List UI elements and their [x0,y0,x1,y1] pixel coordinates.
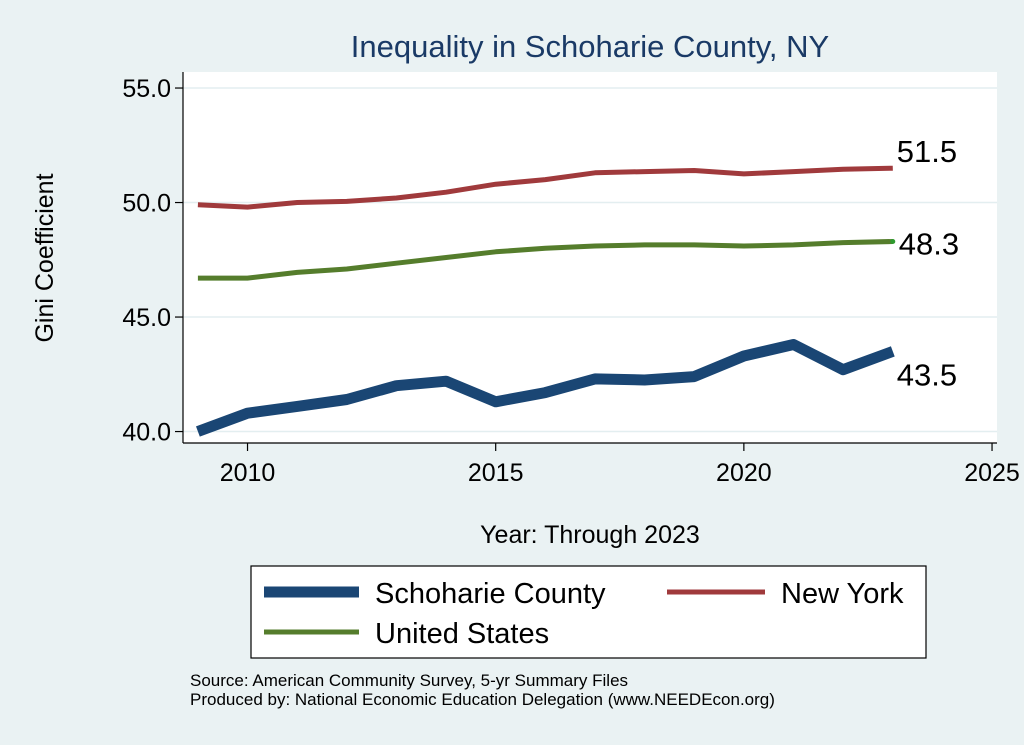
x-tick-label: 2010 [220,459,276,487]
legend-label-united-states: United States [375,618,549,650]
end-label-schoharie-county: 43.5 [897,357,957,392]
plot-area [183,72,997,443]
legend-box [250,565,927,659]
series-line-schoharie-county [195,339,895,437]
end-marker-united-states [890,238,896,244]
chart-title: Inequality in Schoharie County, NY [351,29,829,64]
series-line-new-york [197,165,893,210]
y-tick-label: 50.0 [122,190,171,218]
x-tick-label: 2020 [716,459,772,487]
y-axis-title: Gini Coefficient [31,173,59,342]
source-note: Source: American Community Survey, 5-yr … [190,671,629,690]
y-tick-label: 45.0 [122,304,171,332]
y-tick-label: 40.0 [122,419,171,447]
producer-note: Produced by: National Economic Education… [190,690,775,709]
legend: Schoharie County New York United States [250,565,927,659]
axes: 40.0 45.0 50.0 55.0 2010 2015 2020 2025 [122,72,1020,487]
x-axis-title: Year: Through 2023 [480,521,700,549]
y-tick-label: 55.0 [122,75,171,103]
x-tick-label: 2015 [468,459,524,487]
series-lines [195,165,895,437]
legend-label-new-york: New York [781,578,904,610]
x-tick-label: 2025 [964,459,1020,487]
end-label-united-states: 48.3 [899,226,959,261]
series-line-united-states [197,239,893,281]
legend-label-schoharie: Schoharie County [375,578,606,610]
end-label-new-york: 51.5 [897,134,957,169]
end-labels: 43.5 51.5 48.3 [890,134,959,392]
